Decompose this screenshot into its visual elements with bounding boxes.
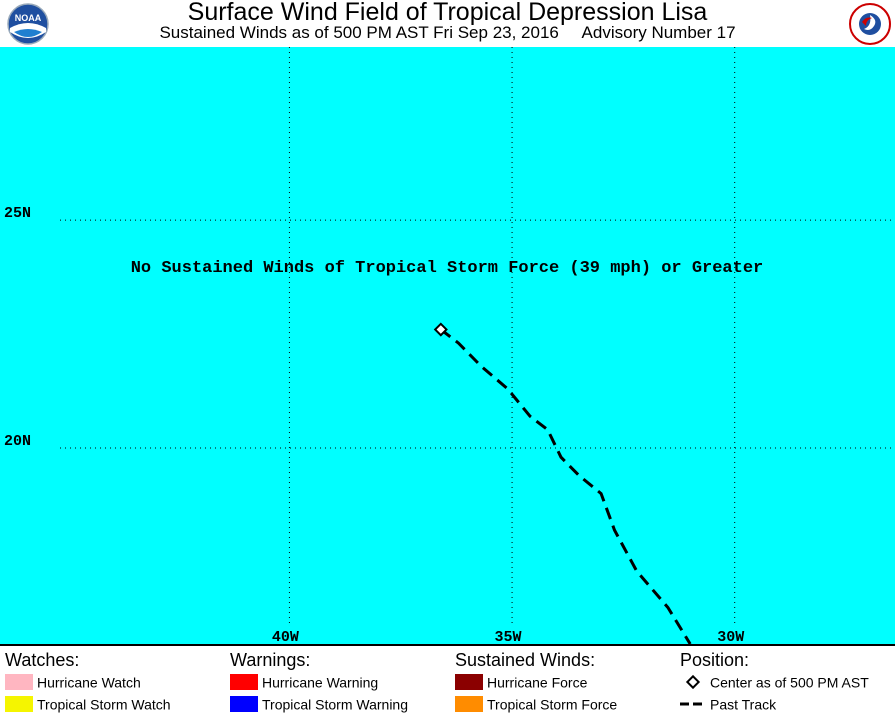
legend-label: Center as of 500 PM AST (710, 674, 869, 691)
diamond-icon (685, 675, 701, 690)
map-subtitle: Sustained Winds as of 500 PM AST Fri Sep… (159, 23, 736, 42)
latitude-label: 25N (4, 205, 31, 222)
legend-label: Hurricane Warning (262, 674, 379, 691)
legend-hurricane-watch: Hurricane Watch (5, 672, 141, 691)
legend-hurricane-force: Hurricane Force (455, 672, 588, 691)
hurricane-force-swatch (455, 674, 483, 691)
grid-labels: 25N 20N 40W 35W 30W (4, 205, 744, 644)
header: NOAA Surface Wind Field of Tropical Depr… (0, 0, 895, 47)
noaa-logo-text: NOAA (15, 13, 42, 23)
hurricane-warning-swatch (230, 674, 258, 691)
legend-past-track: Past Track (680, 694, 776, 712)
legend: Watches: Hurricane Watch Tropical Storm … (0, 644, 895, 716)
legend-label: Hurricane Watch (37, 674, 141, 691)
dashed-line-icon (680, 702, 706, 706)
lat-lon-grid (60, 47, 895, 624)
noaa-logo: NOAA (7, 3, 49, 45)
legend-center-position: Center as of 500 PM AST (680, 672, 869, 690)
tropical-storm-watch-swatch (5, 696, 33, 713)
legend-winds-heading: Sustained Winds: (455, 650, 596, 670)
legend-tropical-storm-warning: Tropical Storm Warning (230, 694, 409, 713)
legend-position-heading: Position: (680, 650, 750, 670)
legend-label: Tropical Storm Force (487, 696, 618, 713)
longitude-label: 35W (495, 629, 522, 644)
legend-label: Tropical Storm Warning (262, 696, 409, 713)
legend-hurricane-warning: Hurricane Warning (230, 672, 379, 691)
past-track-line (439, 328, 692, 644)
wind-field-map: 25N 20N 40W 35W 30W No Sustained Winds of Tr… (0, 47, 895, 644)
legend-tropical-storm-force: Tropical Storm Force (455, 694, 618, 713)
legend-tropical-storm-watch: Tropical Storm Watch (5, 694, 171, 713)
legend-warnings-heading: Warnings: (230, 650, 311, 670)
national-weather-service-logo (849, 3, 891, 45)
legend-label: Past Track (710, 696, 777, 713)
map-title: Surface Wind Field of Tropical Depressio… (187, 0, 708, 26)
no-winds-notice: No Sustained Winds of Tropical Storm For… (131, 259, 764, 278)
legend-label: Tropical Storm Watch (37, 696, 171, 713)
latitude-label: 20N (4, 433, 31, 450)
tropical-storm-force-swatch (455, 696, 483, 713)
legend-label: Hurricane Force (487, 674, 588, 691)
tropical-storm-warning-swatch (230, 696, 258, 713)
storm-center-marker (433, 322, 448, 337)
legend-watches-heading: Watches: (5, 650, 80, 670)
longitude-label: 30W (717, 629, 744, 644)
longitude-label: 40W (272, 629, 299, 644)
ocean-background (0, 47, 895, 644)
hurricane-watch-swatch (5, 674, 33, 691)
